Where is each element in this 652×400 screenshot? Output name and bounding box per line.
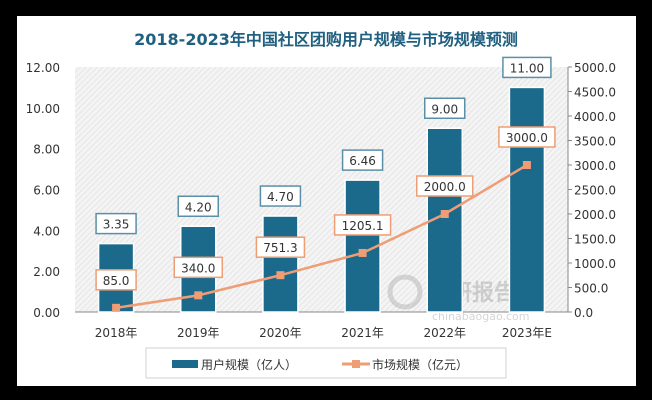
line-marker [112, 303, 121, 312]
right-tick-label: 0.0 [574, 306, 593, 320]
line-data-label: 3000.0 [506, 131, 548, 145]
line-data-label: 340.0 [181, 261, 215, 275]
x-tick-label: 2021年 [341, 326, 384, 340]
line-marker [522, 161, 531, 169]
x-tick-label: 2019年 [177, 326, 220, 340]
line-label-box [95, 269, 137, 291]
left-tick-label: 6.00 [33, 184, 60, 198]
bar-label-box [259, 185, 302, 207]
legend-line-marker [352, 360, 360, 368]
left-tick-label: 4.00 [33, 224, 60, 238]
watermark-url: chinabaogao.com [432, 310, 530, 323]
legend-bar-label: 用户规模（亿人） [201, 357, 297, 372]
x-tick-label: 2018年 [95, 326, 138, 340]
right-tick-label: 500.0 [574, 282, 608, 296]
right-tick-label: 1500.0 [574, 233, 616, 247]
right-tick-label: 4500.0 [574, 86, 616, 100]
bar-data-label: 9.00 [431, 102, 458, 116]
right-tick-label: 3500.0 [574, 135, 616, 149]
legend-bar-swatch [172, 360, 198, 368]
left-tick-label: 0.00 [33, 306, 60, 320]
bar-data-label: 4.70 [267, 190, 294, 204]
x-tick-label: 2020年 [259, 326, 302, 340]
bar-label-box [502, 56, 552, 79]
x-tick-label: 2023年E [502, 326, 552, 340]
line-label-box [173, 256, 223, 279]
left-tick-label: 2.00 [33, 265, 60, 279]
line-marker [276, 271, 285, 280]
line-label-box [416, 175, 474, 197]
watermark-logo-icon [387, 274, 423, 310]
line-marker [358, 248, 367, 257]
right-tick-label: 5000.0 [574, 61, 616, 75]
bar-data-label: 6.46 [349, 154, 376, 168]
right-tick-label: 4000.0 [574, 110, 616, 124]
line-data-label: 2000.0 [424, 180, 466, 194]
right-tick-label: 1000.0 [574, 257, 616, 271]
line-marker [440, 210, 449, 218]
chart-title: 2018-2023年中国社区团购用户规模与市场规模预测 [134, 30, 518, 49]
line-series [115, 163, 528, 310]
bar-label-box [95, 212, 137, 235]
line-data-label: 751.3 [263, 241, 297, 255]
line-data-label: 85.0 [103, 274, 130, 288]
legend-box [145, 347, 507, 379]
right-tick-label: 3000.0 [574, 159, 616, 173]
bar-data-label: 3.35 [103, 218, 130, 232]
plot-area [75, 67, 568, 312]
bar-data-label: 11.00 [510, 61, 544, 75]
bar-label-box [177, 195, 219, 217]
bar [262, 215, 299, 313]
left-tick-label: 10.00 [26, 102, 60, 116]
bar-data-label: 4.20 [185, 200, 212, 214]
bar-label-box [424, 97, 466, 119]
line-label-box [333, 214, 392, 236]
left-tick-label: 8.00 [33, 143, 60, 157]
line-label-box [498, 126, 556, 148]
line-marker [194, 291, 203, 300]
legend-line-label: 市场规模（亿元） [372, 357, 468, 372]
right-tick-label: 2500.0 [574, 184, 616, 198]
line-label-box [255, 236, 306, 258]
bar [508, 86, 546, 313]
x-tick-label: 2022年 [423, 326, 466, 340]
line-data-label: 1205.1 [342, 219, 384, 233]
bar-label-box [341, 149, 384, 171]
left-tick-label: 12.00 [26, 61, 60, 75]
right-tick-label: 2000.0 [574, 208, 616, 222]
